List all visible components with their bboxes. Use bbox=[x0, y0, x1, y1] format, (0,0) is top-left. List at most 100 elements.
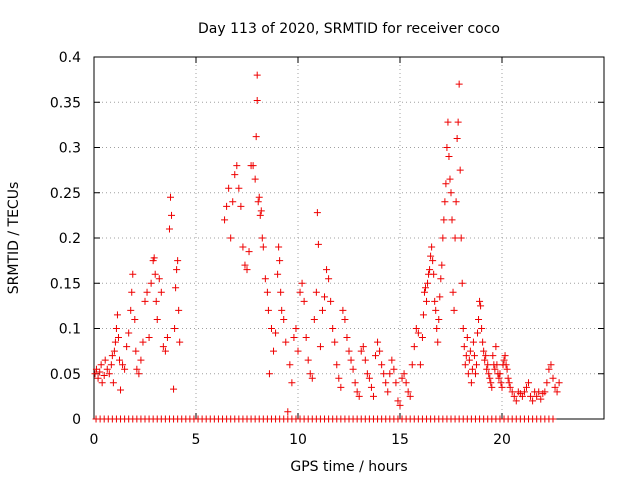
data-point bbox=[133, 365, 141, 373]
data-point bbox=[113, 311, 121, 319]
data-point bbox=[506, 383, 514, 391]
data-point bbox=[349, 365, 357, 373]
data-point bbox=[275, 243, 283, 251]
data-point bbox=[501, 352, 509, 360]
data-point bbox=[97, 361, 105, 369]
data-point bbox=[473, 361, 480, 369]
data-point bbox=[444, 118, 452, 126]
data-point bbox=[470, 352, 478, 360]
data-point bbox=[435, 315, 443, 323]
data-point bbox=[429, 257, 437, 265]
data-point bbox=[424, 279, 432, 287]
data-point bbox=[117, 386, 125, 394]
data-point bbox=[455, 80, 463, 88]
data-point bbox=[423, 297, 431, 305]
data-point bbox=[141, 297, 149, 305]
data-point bbox=[308, 374, 316, 382]
data-point bbox=[481, 356, 489, 364]
data-point bbox=[147, 279, 155, 287]
data-point bbox=[323, 266, 331, 274]
y-tick-label: 0.25 bbox=[50, 186, 81, 202]
data-point bbox=[459, 325, 467, 332]
data-point bbox=[529, 397, 537, 405]
data-point bbox=[277, 288, 285, 296]
data-point bbox=[306, 370, 314, 378]
data-point bbox=[325, 275, 333, 283]
data-point bbox=[114, 334, 122, 342]
data-point bbox=[161, 347, 169, 355]
data-point bbox=[543, 379, 551, 387]
data-point bbox=[261, 275, 269, 283]
data-point bbox=[101, 356, 109, 364]
data-point bbox=[437, 275, 445, 283]
data-point bbox=[110, 347, 118, 355]
data-point bbox=[426, 266, 434, 274]
data-point bbox=[274, 270, 282, 278]
data-point bbox=[139, 338, 147, 346]
data-point bbox=[121, 365, 129, 373]
y-tick-label: 0.15 bbox=[50, 276, 81, 292]
data-point bbox=[408, 361, 416, 369]
data-point bbox=[431, 297, 439, 305]
data-point bbox=[471, 370, 479, 378]
data-point bbox=[479, 338, 487, 346]
grid-lines bbox=[94, 57, 604, 419]
data-point bbox=[485, 370, 493, 378]
data-point bbox=[545, 365, 553, 373]
data-point bbox=[535, 388, 543, 396]
data-point bbox=[525, 379, 533, 387]
data-point bbox=[267, 325, 275, 332]
data-point bbox=[163, 334, 171, 342]
data-point bbox=[103, 365, 111, 373]
data-point bbox=[394, 397, 402, 405]
data-point bbox=[449, 288, 457, 296]
data-point bbox=[272, 329, 280, 337]
data-point bbox=[280, 315, 288, 323]
data-point bbox=[378, 361, 386, 369]
data-point bbox=[335, 374, 343, 382]
data-point bbox=[292, 325, 300, 332]
data-point bbox=[441, 198, 449, 206]
data-point bbox=[353, 388, 361, 396]
data-point bbox=[518, 392, 526, 400]
x-tick-label: 20 bbox=[493, 432, 511, 448]
data-point bbox=[374, 338, 382, 346]
data-point bbox=[108, 352, 116, 360]
data-point bbox=[171, 325, 179, 332]
data-point bbox=[512, 397, 520, 405]
data-point bbox=[468, 365, 476, 373]
data-point bbox=[427, 252, 435, 260]
y-tick-label: 0.35 bbox=[50, 95, 81, 111]
data-point bbox=[91, 370, 99, 378]
data-point bbox=[486, 374, 494, 382]
data-point bbox=[402, 379, 410, 387]
data-point bbox=[94, 374, 102, 382]
data-point bbox=[443, 144, 451, 151]
data-point bbox=[502, 361, 510, 369]
data-point bbox=[460, 343, 468, 351]
data-point bbox=[446, 175, 454, 183]
x-axis: 0 5 10 15 20 bbox=[90, 57, 511, 448]
data-point bbox=[278, 306, 286, 314]
data-point bbox=[508, 388, 516, 396]
data-point bbox=[321, 293, 329, 301]
data-point bbox=[478, 325, 486, 332]
data-point bbox=[304, 356, 312, 364]
data-point bbox=[318, 306, 326, 314]
data-point bbox=[392, 379, 400, 387]
y-tick-label: 0.1 bbox=[59, 322, 81, 338]
data-point bbox=[135, 370, 143, 378]
data-point bbox=[456, 166, 464, 174]
data-point bbox=[119, 361, 127, 369]
data-point bbox=[351, 379, 359, 387]
data-point bbox=[406, 392, 414, 400]
data-point bbox=[100, 372, 108, 380]
data-point bbox=[454, 118, 462, 126]
data-point bbox=[461, 361, 469, 369]
data-point bbox=[465, 356, 473, 364]
data-point bbox=[105, 370, 113, 378]
data-point bbox=[505, 379, 513, 387]
data-point bbox=[167, 193, 174, 201]
data-point bbox=[477, 302, 485, 310]
data-point bbox=[168, 211, 176, 219]
